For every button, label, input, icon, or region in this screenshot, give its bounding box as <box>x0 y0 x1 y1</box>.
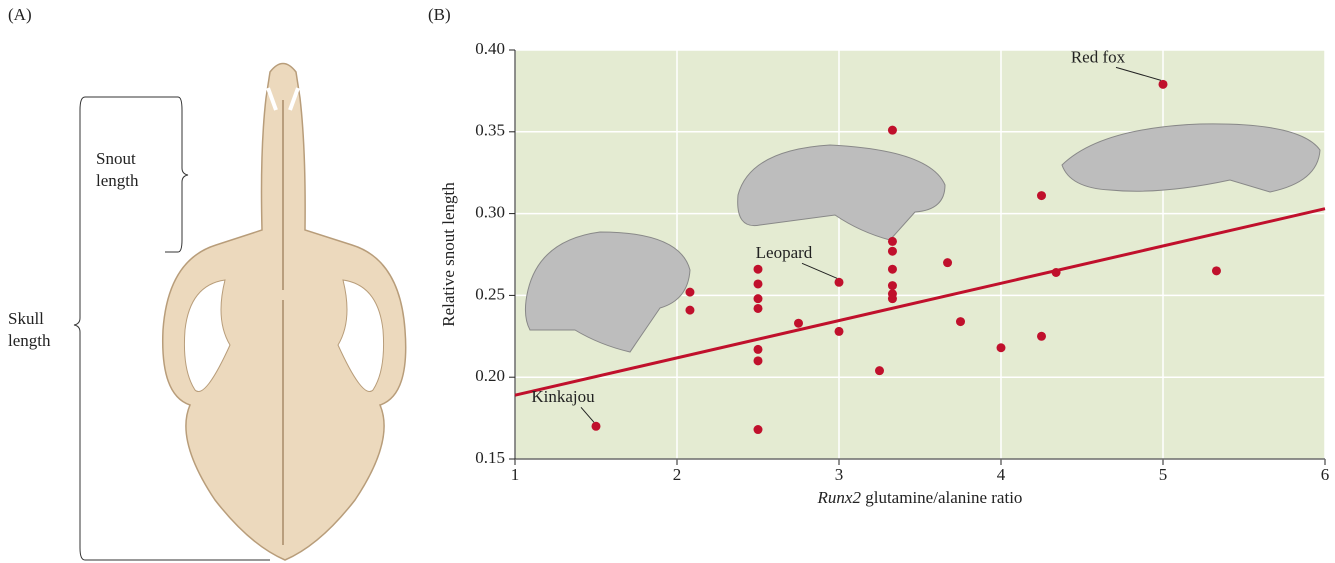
data-point <box>794 318 803 328</box>
x-tick-label: 5 <box>1159 465 1168 484</box>
data-point <box>685 287 695 297</box>
y-axis-label: Relative snout length <box>439 182 458 327</box>
y-tick-label: 0.25 <box>475 284 505 303</box>
data-point <box>887 264 897 274</box>
skull-bracket <box>73 96 270 561</box>
y-tick-label: 0.15 <box>475 448 505 467</box>
annotation: Red fox <box>1071 47 1126 66</box>
data-point <box>875 366 884 376</box>
data-point <box>1158 79 1168 89</box>
skull-label: Skull <box>8 309 44 328</box>
y-tick-label: 0.20 <box>475 366 505 385</box>
data-point <box>887 246 897 256</box>
snout-label: length <box>96 171 139 190</box>
data-point <box>753 303 763 313</box>
annotation-leader <box>580 406 595 423</box>
data-point <box>887 236 897 246</box>
y-tick-label: 0.35 <box>475 121 505 140</box>
data-point <box>887 294 897 304</box>
annotation: Leopard <box>756 243 813 262</box>
skull-photo <box>524 231 691 353</box>
data-point <box>1037 331 1046 341</box>
snout-bracket <box>165 96 189 253</box>
skull-photo <box>737 144 946 241</box>
data-point <box>834 326 844 336</box>
data-point <box>753 264 763 274</box>
x-tick-label: 6 <box>1321 465 1330 484</box>
y-tick-label: 0.40 <box>475 39 505 58</box>
y-tick-label: 0.30 <box>475 203 505 222</box>
annotation-leader <box>801 262 838 279</box>
data-point <box>753 344 763 354</box>
annotation: Kinkajou <box>531 387 595 406</box>
skull-label: length <box>8 331 51 350</box>
data-point <box>1211 266 1221 276</box>
x-tick-label: 4 <box>997 465 1006 484</box>
data-point <box>753 279 763 289</box>
x-tick-label: 3 <box>835 465 844 484</box>
data-point <box>943 258 953 268</box>
data-point <box>996 343 1006 353</box>
x-axis-label: Runx2 glutamine/alanine ratio <box>817 488 1023 507</box>
data-point <box>956 317 965 327</box>
data-point <box>753 294 763 304</box>
panel-label: (A) <box>8 5 32 24</box>
x-tick-label: 1 <box>511 465 520 484</box>
data-point <box>685 305 695 315</box>
x-tick-label: 2 <box>673 465 682 484</box>
skull-photo <box>1061 123 1321 193</box>
data-point <box>753 356 763 366</box>
data-point <box>591 421 601 431</box>
annotation-leader <box>1115 66 1162 81</box>
data-point <box>887 125 897 135</box>
panel-label: (B) <box>428 5 451 24</box>
skull-illustration <box>161 62 407 561</box>
snout-label: Snout <box>96 149 136 168</box>
data-point <box>887 281 897 291</box>
trend-line <box>514 207 1326 397</box>
data-point <box>834 277 844 287</box>
data-point <box>753 425 763 435</box>
data-point <box>1051 267 1061 277</box>
data-point <box>1037 191 1046 201</box>
